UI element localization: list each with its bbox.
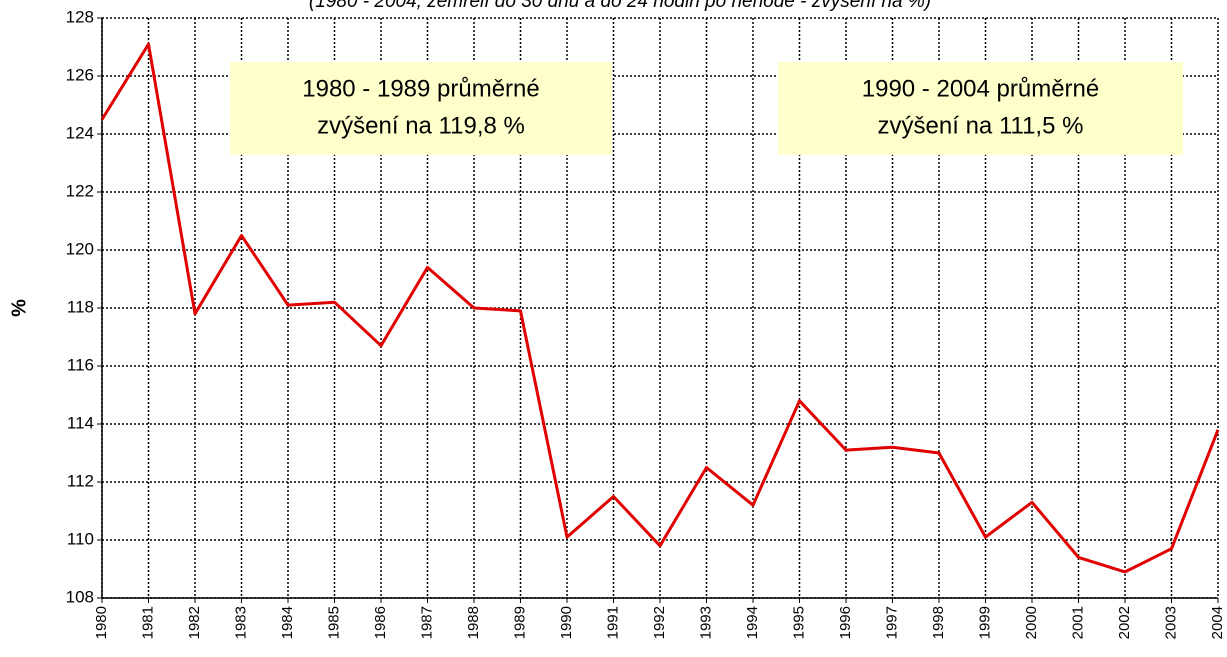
annotation-text: 1980 - 1989 průměrné (302, 75, 540, 102)
y-tick-label: 124 (66, 123, 94, 142)
x-tick-label: 1995 (790, 606, 807, 639)
x-tick-label: 1982 (186, 606, 203, 639)
annotation-box (778, 62, 1183, 155)
annotation-box (230, 62, 612, 155)
x-tick-label: 1993 (697, 606, 714, 639)
y-tick-label: 118 (67, 297, 94, 316)
x-tick-label: 1987 (418, 606, 435, 639)
x-tick-label: 1999 (976, 606, 993, 639)
x-tick-label: 1998 (930, 606, 947, 639)
x-tick-label: 1991 (604, 606, 621, 639)
annotation-text: 1990 - 2004 průměrné (862, 75, 1100, 102)
x-tick-label: 2004 (1209, 606, 1226, 639)
x-tick-label: 1981 (139, 606, 156, 639)
x-tick-label: 1985 (325, 606, 342, 639)
y-tick-label: 114 (67, 413, 94, 432)
x-tick-label: 2003 (1162, 606, 1179, 639)
x-tick-label: 1988 (465, 606, 482, 639)
x-tick-label: 1994 (744, 606, 761, 639)
x-tick-label: 1990 (558, 606, 575, 639)
annotation-text: zvýšení na 111,5 % (878, 112, 1084, 139)
x-tick-label: 1980 (93, 606, 110, 639)
y-tick-label: 120 (66, 239, 94, 258)
y-tick-label: 110 (67, 529, 94, 548)
x-tick-label: 1983 (232, 606, 249, 639)
x-tick-label: 2001 (1069, 606, 1086, 639)
y-axis-label: % (8, 299, 30, 317)
y-tick-label: 112 (67, 471, 94, 490)
y-tick-label: 126 (66, 65, 94, 84)
annotation-text: zvýšení na 119,8 % (317, 112, 525, 139)
x-tick-label: 2002 (1116, 606, 1133, 639)
x-tick-label: 1992 (651, 606, 668, 639)
y-tick-label: 116 (67, 355, 94, 374)
x-tick-label: 1984 (279, 606, 296, 639)
y-tick-label: 128 (66, 7, 94, 26)
x-tick-label: 1986 (372, 606, 389, 639)
line-series (100, 42, 1220, 574)
x-tick-label: 1989 (511, 606, 528, 639)
x-tick-label: 2000 (1023, 606, 1040, 639)
x-tick-label: 1996 (837, 606, 854, 639)
x-tick-label: 1997 (883, 606, 900, 639)
y-tick-label: 108 (66, 587, 94, 606)
y-tick-label: 122 (66, 181, 94, 200)
chart-subtitle: (1980 - 2004; zemřelí do 30 dnů a do 24 … (309, 0, 931, 12)
